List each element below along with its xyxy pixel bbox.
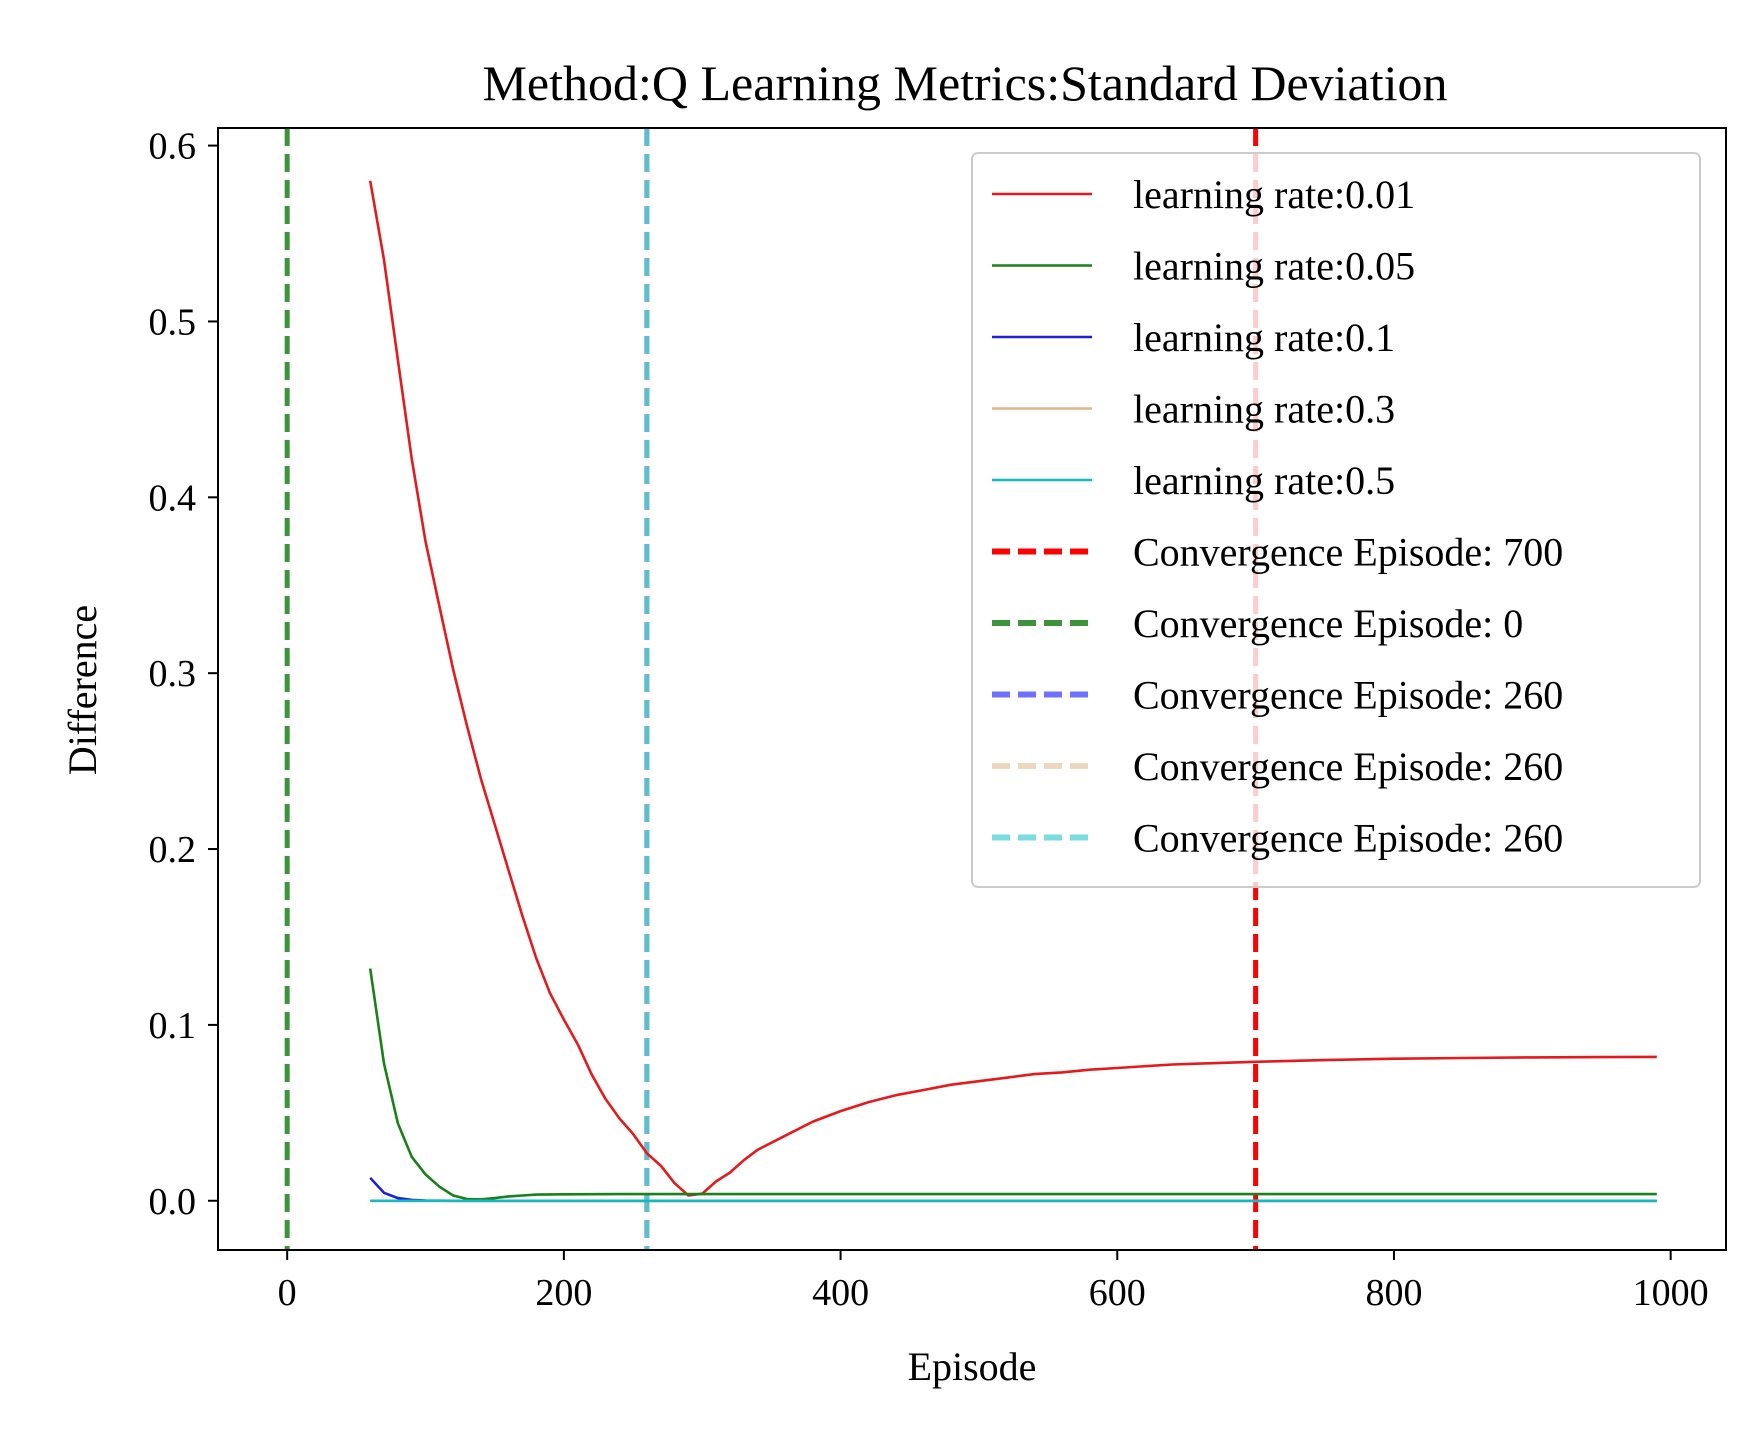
series-line-learning-rate-0-01 — [368, 180, 1657, 1197]
y-tick-label-0-2: 0.2 — [149, 829, 197, 871]
legend-entry-4: learning rate:0.5 — [992, 458, 1395, 503]
chart-title: Method:Q Learning Metrics:Standard Devia… — [482, 55, 1447, 111]
plot-frame — [217, 127, 1727, 1251]
legend-label-8: Convergence Episode: 260 — [1133, 744, 1563, 789]
x-tick-label-800: 800 — [1365, 1272, 1422, 1314]
y-tick-label-0-3: 0.3 — [149, 653, 197, 695]
legend-box — [971, 152, 1701, 888]
legend-label-2: learning rate:0.1 — [1133, 315, 1395, 360]
y-tick-label-0-4: 0.4 — [149, 477, 197, 519]
x-tick-label-600: 600 — [1089, 1272, 1146, 1314]
x-tick-label-400: 400 — [812, 1272, 869, 1314]
legend-label-1: learning rate:0.05 — [1133, 244, 1415, 289]
legend-entry-6: Convergence Episode: 0 — [992, 601, 1523, 646]
legend-label-0: learning rate:0.01 — [1133, 172, 1415, 217]
series-lines — [368, 180, 1657, 1203]
legend-entry-3: learning rate:0.3 — [992, 387, 1395, 432]
series-line-learning-rate-0-05 — [368, 968, 1657, 1201]
legend-entry-1: learning rate:0.05 — [992, 244, 1415, 289]
y-tick-label-0-1: 0.1 — [149, 1005, 197, 1047]
y-tick-label-0-5: 0.5 — [149, 301, 197, 343]
legend-label-3: learning rate:0.3 — [1133, 387, 1395, 432]
series-line-learning-rate-0-1 — [369, 1177, 1657, 1203]
x-tick-label-0: 0 — [278, 1272, 297, 1314]
legend-entry-7: Convergence Episode: 260 — [992, 673, 1563, 718]
y-tick-label-0-0: 0.0 — [149, 1181, 197, 1223]
y-tick-label-0-6: 0.6 — [149, 126, 197, 168]
legend-label-6: Convergence Episode: 0 — [1133, 601, 1523, 646]
y-axis-label: Difference — [60, 605, 105, 775]
legend-entry-8: Convergence Episode: 260 — [992, 744, 1563, 789]
legend: learning rate:0.01 learning rate:0.05 lear… — [971, 152, 1701, 888]
x-tick-label-200: 200 — [535, 1272, 592, 1314]
y-axis-ticks: 0.0 0.1 0.2 0.3 0.4 0.5 0.6 — [149, 126, 218, 1223]
legend-label-9: Convergence Episode: 260 — [1133, 816, 1563, 861]
legend-label-5: Convergence Episode: 700 — [1133, 530, 1563, 575]
x-tick-label-1000: 1000 — [1633, 1272, 1709, 1314]
legend-label-4: learning rate:0.5 — [1133, 458, 1395, 503]
legend-entry-9: Convergence Episode: 260 — [992, 816, 1563, 861]
legend-entry-0: learning rate:0.01 — [992, 172, 1415, 217]
x-axis-label: Episode — [908, 1344, 1037, 1389]
legend-entry-2: learning rate:0.1 — [992, 315, 1395, 360]
legend-entry-5: Convergence Episode: 700 — [992, 530, 1563, 575]
x-axis-ticks: 0 200 400 600 800 1000 — [278, 1250, 1709, 1314]
legend-label-7: Convergence Episode: 260 — [1133, 673, 1563, 718]
